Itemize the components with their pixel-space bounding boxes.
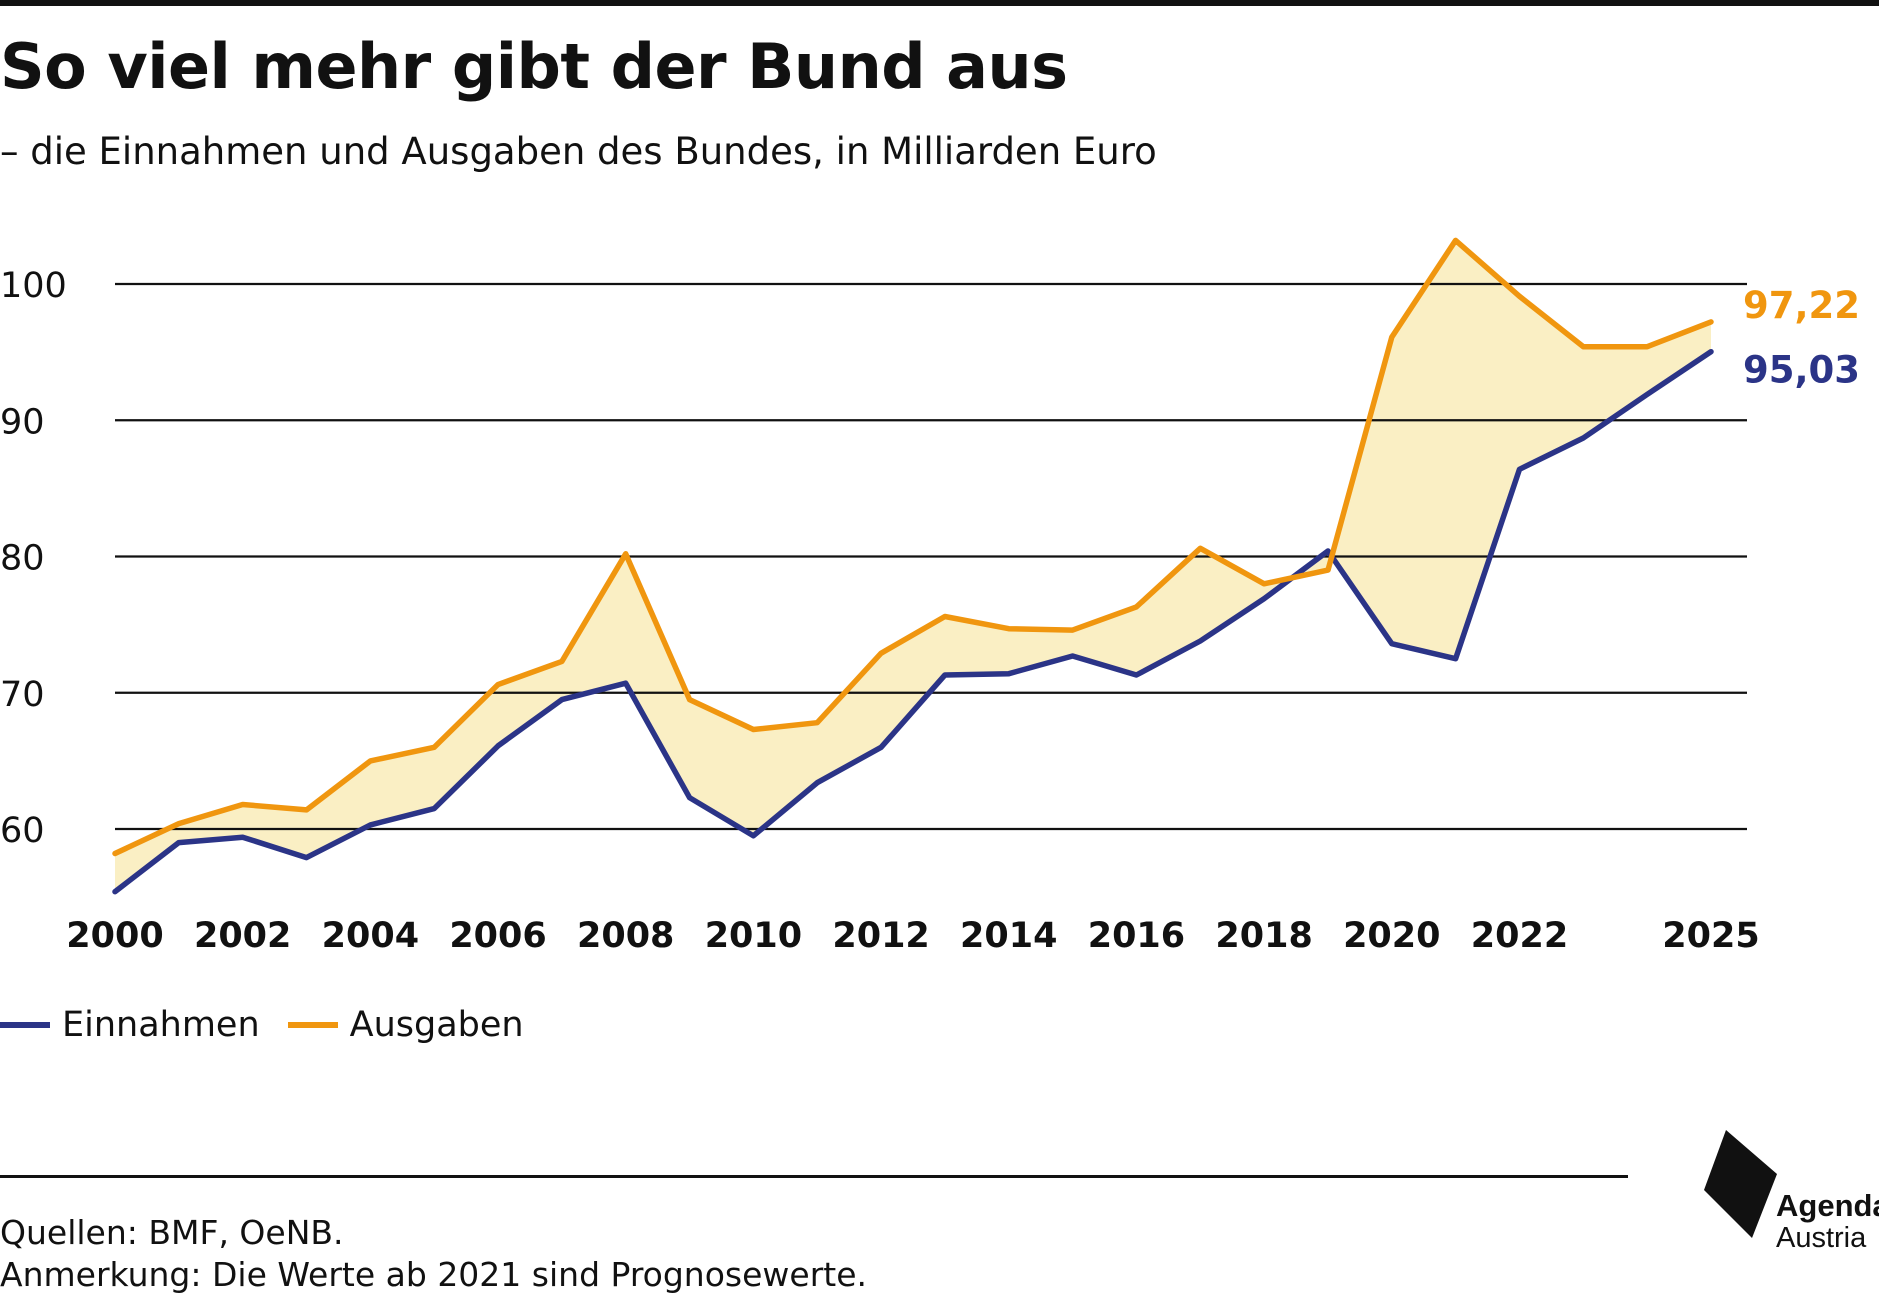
x-tick-label-2022: 2022 <box>1471 916 1568 956</box>
x-tick-label-2008: 2008 <box>577 916 674 956</box>
x-tick-label-2002: 2002 <box>194 916 291 956</box>
logo-mark-icon <box>1704 1130 1777 1238</box>
agenda-austria-logo: Agenda Austria <box>1700 1130 1879 1270</box>
legend-label-einnahmen: Einnahmen <box>62 1005 260 1045</box>
forecast-note: Anmerkung: Die Werte ab 2021 sind Progno… <box>0 1255 867 1294</box>
source-note: Quellen: BMF, OeNB. <box>0 1213 344 1252</box>
end-label-einnahmen: 95,03 <box>1743 349 1860 392</box>
logo-text-agenda: Agenda <box>1776 1188 1879 1223</box>
y-tick-label-80: 80 <box>0 539 45 579</box>
x-tick-label-2006: 2006 <box>449 916 546 956</box>
difference-area <box>115 240 1711 892</box>
x-tick-label-2025: 2025 <box>1662 916 1759 956</box>
logo-text-austria: Austria <box>1776 1222 1867 1254</box>
end-label-ausgaben: 97,22 <box>1743 284 1860 327</box>
legend-label-ausgaben: Ausgaben <box>349 1005 524 1045</box>
y-tick-label-60: 60 <box>0 811 45 851</box>
legend-item-einnahmen: Einnahmen <box>0 1005 260 1045</box>
legend: Einnahmen Ausgaben <box>0 1005 552 1045</box>
chart-subtitle: – die Einnahmen und Ausgaben des Bundes,… <box>0 130 1157 173</box>
series-line-einnahmen <box>112 348 1714 895</box>
x-tick-label-2012: 2012 <box>832 916 929 956</box>
chart-title: So viel mehr gibt der Bund aus <box>0 30 1068 103</box>
footer-rule <box>0 1175 1628 1178</box>
series-line-ausgaben <box>112 237 1714 857</box>
x-tick-label-2010: 2010 <box>705 916 802 956</box>
legend-item-ausgaben: Ausgaben <box>287 1005 524 1045</box>
x-tick-label-2004: 2004 <box>322 916 419 956</box>
y-tick-label-90: 90 <box>0 402 45 442</box>
legend-swatch-einnahmen <box>0 1022 50 1028</box>
legend-swatch-ausgaben <box>287 1022 338 1028</box>
y-tick-label-70: 70 <box>0 675 45 715</box>
x-tick-label-2018: 2018 <box>1215 916 1312 956</box>
y-tick-label-100: 100 <box>0 266 67 306</box>
x-tick-label-2016: 2016 <box>1088 916 1185 956</box>
top-rule <box>0 0 1879 6</box>
x-tick-label-2014: 2014 <box>960 916 1057 956</box>
x-tick-label-2000: 2000 <box>66 916 163 956</box>
x-tick-label-2020: 2020 <box>1343 916 1440 956</box>
